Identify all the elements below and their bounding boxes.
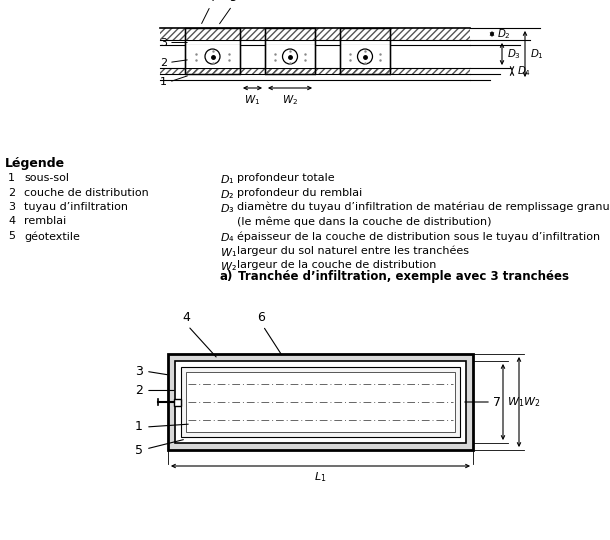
- Text: $D₁$: $D₁$: [220, 173, 234, 185]
- Text: épaisseur de la couche de distribution sous le tuyau d’infiltration: épaisseur de la couche de distribution s…: [237, 231, 600, 241]
- Bar: [265, 28, 315, 40]
- Text: $W₁$: $W₁$: [220, 246, 237, 258]
- Bar: [185, 28, 240, 40]
- Bar: [265, 68, 315, 74]
- Text: 4: 4: [8, 217, 15, 226]
- Text: sous-sol: sous-sol: [24, 173, 69, 183]
- Text: $W_1$: $W_1$: [245, 93, 260, 107]
- Text: 1: 1: [160, 77, 167, 87]
- Text: $W_2$: $W_2$: [523, 395, 540, 409]
- Text: tuyau d’infiltration: tuyau d’infiltration: [24, 202, 128, 212]
- Text: a): a): [220, 270, 234, 283]
- Text: $D_4$: $D_4$: [517, 64, 531, 78]
- Text: 1: 1: [135, 421, 143, 434]
- Text: $L_1$: $L_1$: [314, 470, 327, 484]
- Bar: [185, 28, 240, 74]
- Text: 2: 2: [135, 384, 143, 397]
- Text: 3: 3: [8, 202, 15, 212]
- Text: 5: 5: [135, 444, 143, 457]
- Text: $W_1$: $W_1$: [507, 395, 524, 409]
- Bar: [186, 372, 455, 432]
- Text: profondeur du remblai: profondeur du remblai: [237, 187, 362, 198]
- Bar: [185, 28, 240, 40]
- Text: Légende: Légende: [5, 157, 65, 170]
- Text: 7: 7: [493, 395, 501, 408]
- Bar: [265, 28, 315, 74]
- Text: 5: 5: [8, 231, 15, 241]
- Bar: [181, 367, 460, 437]
- Text: diamètre du tuyau d’infiltration de matériau de remplissage granulaire: diamètre du tuyau d’infiltration de maté…: [237, 202, 610, 213]
- Text: $D₃$: $D₃$: [220, 202, 235, 214]
- Bar: [185, 68, 240, 74]
- Bar: [340, 68, 390, 74]
- Bar: [340, 28, 390, 40]
- Text: 4: 4: [207, 0, 215, 4]
- Text: 2: 2: [8, 187, 15, 198]
- Text: 3: 3: [135, 365, 143, 378]
- Text: 2: 2: [160, 57, 167, 68]
- Text: 3: 3: [160, 37, 167, 48]
- Bar: [185, 45, 240, 68]
- Bar: [160, 28, 470, 40]
- Text: 5: 5: [229, 0, 237, 4]
- Text: 4: 4: [182, 311, 190, 324]
- Text: remblai: remblai: [24, 217, 66, 226]
- Text: profondeur totale: profondeur totale: [237, 173, 335, 183]
- Text: $D₄$: $D₄$: [220, 231, 235, 243]
- Text: 6: 6: [257, 311, 265, 324]
- Text: (le même que dans la couche de distribution): (le même que dans la couche de distribut…: [237, 217, 492, 227]
- Bar: [160, 68, 470, 74]
- Bar: [340, 45, 390, 68]
- Bar: [174, 399, 181, 406]
- Text: $D_3$: $D_3$: [507, 47, 521, 61]
- Text: $D_2$: $D_2$: [497, 27, 511, 41]
- Text: $W₂$: $W₂$: [220, 260, 237, 272]
- Bar: [265, 28, 315, 40]
- Bar: [175, 361, 466, 443]
- Text: largeur de la couche de distribution: largeur de la couche de distribution: [237, 260, 436, 270]
- Text: $W_2$: $W_2$: [282, 93, 298, 107]
- Bar: [265, 45, 315, 68]
- Text: 1: 1: [8, 173, 15, 183]
- Bar: [340, 28, 390, 40]
- Text: couche de distribution: couche de distribution: [24, 187, 149, 198]
- Text: géotextile: géotextile: [24, 231, 80, 241]
- Bar: [168, 354, 473, 450]
- Text: Tranchée d’infiltration, exemple avec 3 tranchées: Tranchée d’infiltration, exemple avec 3 …: [238, 270, 569, 283]
- Bar: [340, 28, 390, 74]
- Text: largeur du sol naturel entre les tranchées: largeur du sol naturel entre les tranché…: [237, 246, 469, 256]
- Text: $D_1$: $D_1$: [530, 47, 544, 61]
- Text: $D₂$: $D₂$: [220, 187, 234, 199]
